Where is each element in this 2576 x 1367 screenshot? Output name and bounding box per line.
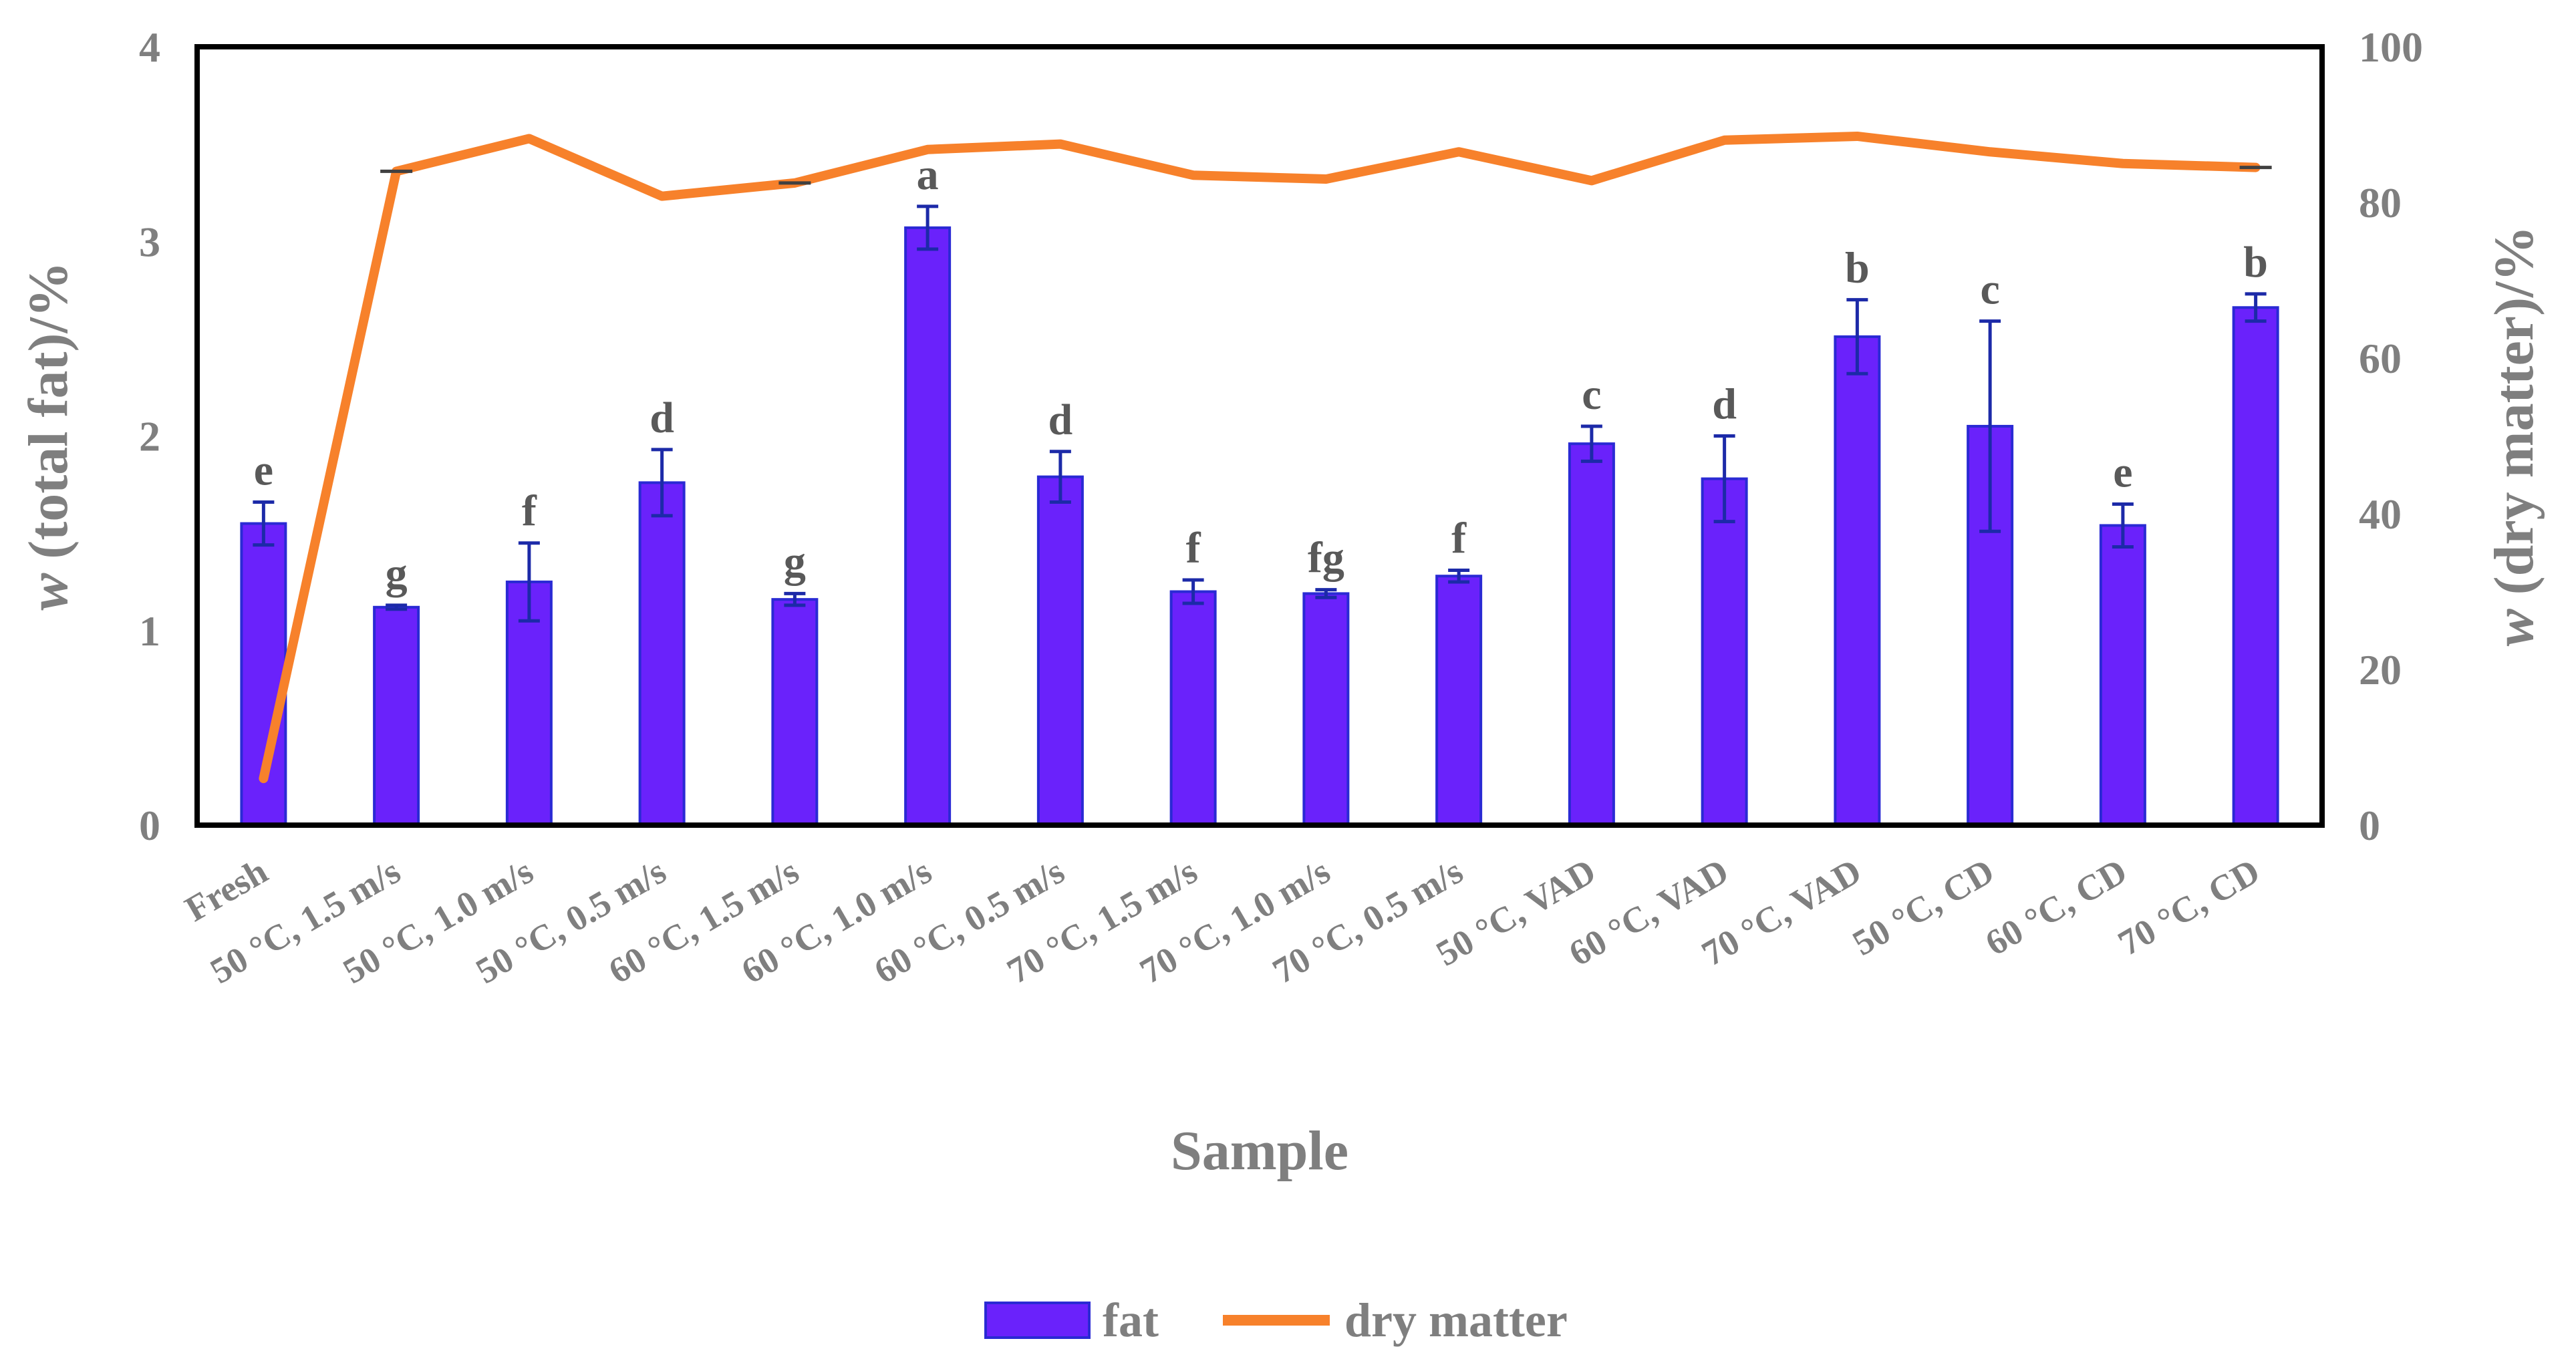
right-tick-label: 40 bbox=[2359, 490, 2402, 538]
fat-bar bbox=[1568, 442, 1615, 826]
dry-matter-point bbox=[1457, 150, 1461, 154]
left-tick-label: 4 bbox=[139, 23, 160, 71]
dry-matter-point bbox=[1722, 138, 1727, 142]
legend-dry-matter-label: dry matter bbox=[1344, 1294, 1568, 1347]
fat-bar bbox=[1435, 575, 1483, 826]
dry-matter-point bbox=[1988, 150, 1993, 154]
legend-fat-label: fat bbox=[1103, 1294, 1159, 1347]
fat-bar bbox=[1834, 335, 1881, 826]
fat-bar bbox=[2232, 306, 2279, 826]
legend-fat-swatch bbox=[984, 1302, 1091, 1339]
dry-matter-point bbox=[660, 194, 664, 198]
fat-bar bbox=[1701, 477, 1748, 826]
dry-matter-line-layer bbox=[259, 131, 2272, 784]
fat-bar bbox=[1169, 590, 1217, 826]
dry-matter-point bbox=[1589, 178, 1594, 183]
category-label: 60 °C, CD bbox=[1979, 851, 2134, 963]
significance-letter: e bbox=[2113, 448, 2132, 496]
y2-axis-title: w (dry matter)/% bbox=[2483, 226, 2545, 647]
significance-letter: d bbox=[1712, 380, 1737, 429]
significance-letter: c bbox=[1582, 370, 1601, 419]
significance-letter: b bbox=[1845, 244, 1870, 293]
significance-letter: a bbox=[917, 150, 939, 199]
significance-letter: f bbox=[1451, 514, 1467, 563]
significance-letter: d bbox=[1048, 396, 1073, 444]
category-label: Fresh bbox=[178, 851, 274, 929]
dry-matter-point bbox=[925, 147, 930, 152]
significance-letter: fg bbox=[1308, 534, 1344, 583]
plot-frame bbox=[194, 44, 2325, 828]
left-tick-label: 3 bbox=[139, 218, 160, 265]
y2-axis-title-prefix: w bbox=[2483, 608, 2545, 646]
left-tick-label: 2 bbox=[139, 413, 160, 460]
left-tick-label: 1 bbox=[139, 607, 160, 655]
left-tick-label: 0 bbox=[139, 802, 160, 849]
dry-matter-point bbox=[2120, 161, 2125, 166]
fat-bar bbox=[2099, 524, 2146, 826]
right-axis-ticks: 0 20 40 60 80 100 bbox=[2359, 23, 2423, 849]
dry-matter-line bbox=[259, 131, 2261, 784]
right-tick-label: 20 bbox=[2359, 646, 2402, 694]
fat-bar bbox=[1302, 592, 1350, 826]
y-axis-title-prefix: w bbox=[17, 573, 80, 611]
legend: fat dry matter bbox=[984, 1294, 1568, 1347]
significance-letter: g bbox=[386, 549, 408, 598]
left-axis-ticks: 0 1 2 3 4 bbox=[139, 23, 160, 849]
significance-letter: d bbox=[650, 394, 674, 442]
fat-bar bbox=[904, 226, 952, 826]
significance-letter: b bbox=[2243, 238, 2268, 287]
significance-letter: g bbox=[784, 537, 806, 586]
fat-bar bbox=[771, 598, 819, 827]
right-tick-label: 0 bbox=[2359, 802, 2380, 849]
right-tick-label: 100 bbox=[2359, 23, 2423, 71]
dry-matter-point bbox=[1191, 173, 1195, 178]
fat-bar bbox=[373, 605, 420, 826]
dry-matter-point bbox=[261, 776, 266, 781]
significance-letter: c bbox=[1980, 265, 1999, 314]
significance-letter: f bbox=[1186, 524, 1201, 573]
significance-letter: f bbox=[522, 487, 537, 536]
y2-axis-title-suffix: (dry matter)/% bbox=[2483, 226, 2545, 609]
y-axis-title: w (total fat)/% bbox=[17, 261, 80, 611]
right-tick-label: 60 bbox=[2359, 335, 2402, 382]
y-axis-title-suffix: (total fat)/% bbox=[17, 261, 80, 573]
x-axis-title: Sample bbox=[1171, 1120, 1348, 1182]
right-tick-label: 80 bbox=[2359, 179, 2402, 226]
dry-matter-point bbox=[1058, 142, 1062, 146]
fat-bar bbox=[638, 481, 686, 826]
category-label: 50 °C, CD bbox=[1846, 851, 2001, 963]
significance-labels: e g f d g a d f fg f c d b c e b bbox=[254, 150, 2268, 598]
bars-layer bbox=[240, 204, 2279, 827]
dry-matter-point bbox=[1324, 177, 1328, 182]
dry-matter-point bbox=[1855, 134, 1860, 138]
fat-bar bbox=[1036, 475, 1084, 826]
category-label: 70 °C, CD bbox=[2112, 851, 2267, 963]
dry-matter-point bbox=[527, 136, 531, 141]
significance-letter: e bbox=[254, 446, 273, 495]
